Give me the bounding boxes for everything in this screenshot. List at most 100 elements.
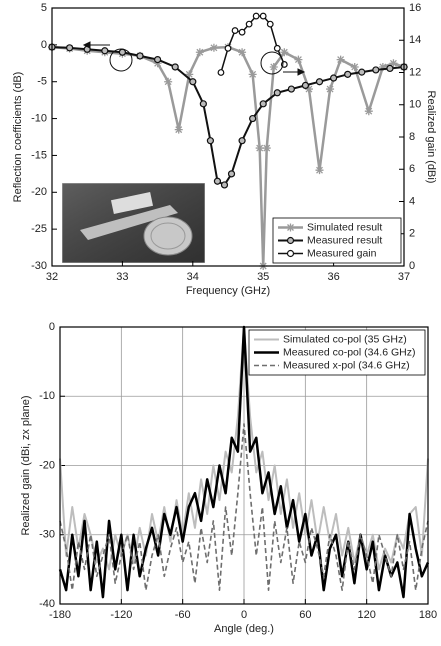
marker-star	[195, 48, 204, 57]
y2-axis-label: Realized gain (dBi)	[425, 91, 437, 184]
marker-star	[304, 85, 313, 94]
y-axis-label: Reflection coefficients (dB)	[12, 72, 24, 203]
marker-circle	[213, 177, 222, 185]
marker-circle	[287, 85, 295, 93]
y2-tick-label: 12	[409, 66, 421, 78]
marker-star	[164, 77, 173, 86]
y-tick-label: 0	[41, 39, 47, 51]
y2-tick-label: 6	[409, 163, 415, 175]
y2-tick-label: 16	[409, 2, 421, 14]
legend-marker-circle	[286, 236, 295, 245]
marker-circle	[101, 47, 109, 55]
series-line	[59, 423, 429, 591]
legend-label: Simulated co-pol (35 GHz)	[283, 333, 407, 345]
y-tick-label: -20	[31, 186, 47, 198]
marker-circle	[386, 64, 394, 73]
marker-open-circle	[217, 69, 225, 76]
marker-circle	[136, 52, 144, 60]
marker-circle	[171, 63, 179, 71]
marker-open-circle	[231, 27, 239, 34]
marker-circle	[238, 137, 246, 145]
y-tick-label: 5	[41, 2, 47, 14]
x-tick-label: -120	[110, 609, 132, 621]
legend-marker	[286, 249, 295, 258]
y2-tick-label: 10	[409, 99, 421, 111]
plot-frame	[59, 326, 429, 605]
marker-star	[326, 85, 335, 94]
marker-star	[364, 107, 373, 116]
marker-circle	[189, 78, 197, 86]
y-tick-label: -15	[31, 149, 47, 161]
legend-marker-circle	[286, 249, 295, 258]
x-tick-label: 120	[357, 609, 375, 621]
marker-open-circle	[259, 12, 267, 20]
legend-label: Measured co-pol (34.6 GHz)	[283, 346, 415, 358]
marker-star	[378, 62, 387, 71]
y-tick-label: -20	[39, 459, 55, 471]
y-tick-label: -30	[39, 529, 55, 541]
marker-circle	[220, 181, 229, 189]
legend-marker	[286, 223, 295, 232]
y2-tick-label: 14	[409, 34, 421, 46]
marker-circle	[301, 81, 310, 90]
y-tick-label: -30	[31, 260, 47, 272]
plot-frame	[51, 7, 405, 267]
y2-tick-label: 4	[409, 195, 415, 207]
marker-circle	[118, 48, 127, 56]
y-tick-label: -10	[39, 390, 55, 402]
marker-circle	[330, 74, 338, 82]
x-tick-label: 35	[257, 271, 269, 283]
marker-circle	[259, 100, 267, 108]
marker-star	[315, 166, 324, 175]
marker-star	[389, 59, 398, 68]
marker-star	[209, 43, 218, 52]
legend-label: Measured x-pol (34.6 GHz)	[283, 359, 410, 371]
marker-star	[153, 59, 162, 68]
marker-star	[269, 62, 278, 71]
x-tick-label: 60	[299, 609, 311, 621]
marker-star	[255, 144, 264, 153]
marker-circle	[358, 68, 366, 76]
marker-circle	[249, 114, 257, 123]
x-tick-label: 36	[327, 271, 339, 283]
legend-marker	[286, 236, 295, 245]
y-tick-label: -25	[31, 223, 47, 235]
y-tick-label: -10	[31, 112, 47, 124]
marker-circle	[372, 66, 380, 74]
marker-open-circle	[224, 44, 232, 52]
marker-star	[294, 55, 303, 64]
legend-label: Measured result	[307, 234, 382, 246]
marker-circle	[206, 137, 214, 145]
x-tick-label: -60	[175, 609, 191, 621]
marker-star	[248, 70, 257, 79]
marker-open-circle	[273, 44, 281, 52]
marker-circle	[227, 170, 236, 178]
marker-circle	[315, 78, 324, 86]
x-tick-label: 37	[398, 271, 410, 283]
x-axis-label: Frequency (GHz)	[186, 285, 270, 297]
y-tick-label: 0	[49, 321, 55, 333]
x-tick-label: -180	[49, 609, 71, 621]
marker-star	[262, 144, 271, 153]
marker-star	[238, 48, 247, 57]
y2-tick-label: 8	[409, 131, 415, 143]
legend-marker-star	[286, 223, 295, 232]
marker-open-circle	[245, 20, 253, 28]
marker-star	[336, 55, 345, 64]
x-tick-label: 180	[419, 609, 437, 621]
marker-circle	[65, 44, 74, 52]
series-group	[48, 12, 408, 270]
chart: -40 -30 -20 -10 0 -180 -120 -60 0 60 120 180 Angle (…	[20, 321, 437, 635]
marker-star	[185, 70, 194, 79]
marker-circle	[199, 100, 207, 108]
marker-circle	[154, 55, 162, 64]
legend-label: Measured gain	[307, 247, 377, 259]
marker-circle	[273, 89, 281, 97]
marker-star	[174, 125, 183, 134]
inset-photo	[61, 182, 206, 264]
legend-label: Simulated result	[307, 221, 382, 233]
marker-open-circle	[238, 28, 246, 36]
x-tick-label: 0	[241, 609, 247, 621]
